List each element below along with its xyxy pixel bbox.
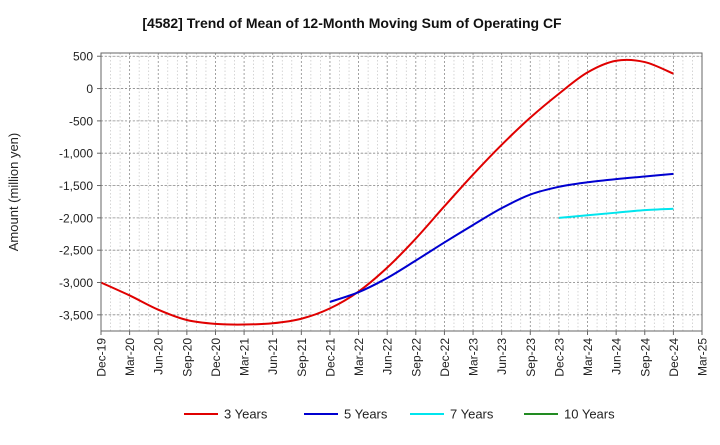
y-tick-label: 500 <box>73 50 93 64</box>
x-tick-label: Sep-22 <box>409 338 423 377</box>
plot-frame <box>100 52 703 332</box>
y-axis-label: Amount (million yen) <box>6 133 21 252</box>
x-tick-label: Sep-21 <box>295 338 309 377</box>
x-tick-labels: Dec-19 Mar-20 Jun-20 Sep-20 Dec-20 Mar-21 Jun-… <box>95 331 710 377</box>
legend-label-7-years: 7 Years <box>450 407 494 422</box>
x-tick-label: Mar-22 <box>352 338 366 376</box>
series-line-7-years <box>558 207 674 219</box>
y-tick-label: -2,500 <box>59 244 93 258</box>
series-layer <box>100 58 674 326</box>
y-tick-label: 0 <box>86 82 93 96</box>
x-tick-label: Jun-23 <box>495 338 509 375</box>
x-tick-label: Dec-23 <box>552 338 566 377</box>
x-tick-label: Dec-24 <box>667 338 681 377</box>
x-tick-label: Sep-20 <box>180 338 194 377</box>
x-tick-label: Jun-24 <box>610 338 624 375</box>
x-tick-label: Jun-22 <box>381 338 395 375</box>
legend: 3 Years 5 Years 7 Years 10 Years <box>184 407 615 422</box>
x-tick-label: Mar-25 <box>696 338 710 376</box>
y-tick-label: -1,500 <box>59 179 93 193</box>
y-tick-labels: 500 0 -500 -1,000 -1,500 -2,000 -2,500 -3,000 -3… <box>59 50 101 322</box>
x-tick-label: Dec-19 <box>95 338 109 377</box>
x-tick-label: Sep-23 <box>524 338 538 377</box>
legend-label-5-years: 5 Years <box>344 407 388 422</box>
legend-label-3-years: 3 Years <box>224 407 268 422</box>
x-tick-label: Mar-23 <box>467 338 481 376</box>
x-tick-label: Jun-20 <box>152 338 166 375</box>
x-tick-label: Dec-22 <box>438 338 452 377</box>
y-tick-label: -1,000 <box>59 147 93 161</box>
series-line-3-years <box>100 58 674 326</box>
y-tick-label: -3,500 <box>59 308 93 322</box>
y-tick-label: -3,000 <box>59 276 93 290</box>
x-tick-label: Dec-21 <box>323 338 337 377</box>
x-tick-label: Mar-21 <box>238 338 252 376</box>
x-tick-label: Dec-20 <box>209 338 223 377</box>
series-line-5-years <box>329 172 674 303</box>
x-tick-label: Mar-24 <box>581 338 595 376</box>
y-tick-label: -500 <box>69 114 93 128</box>
x-tick-label: Sep-24 <box>638 338 652 377</box>
legend-label-10-years: 10 Years <box>564 407 615 422</box>
y-tick-label: -2,000 <box>59 211 93 225</box>
x-tick-label: Mar-20 <box>123 338 137 376</box>
chart-title: [4582] Trend of Mean of 12-Month Moving … <box>142 15 562 31</box>
grid-layer <box>101 53 702 331</box>
x-tick-label: Jun-21 <box>266 338 280 375</box>
